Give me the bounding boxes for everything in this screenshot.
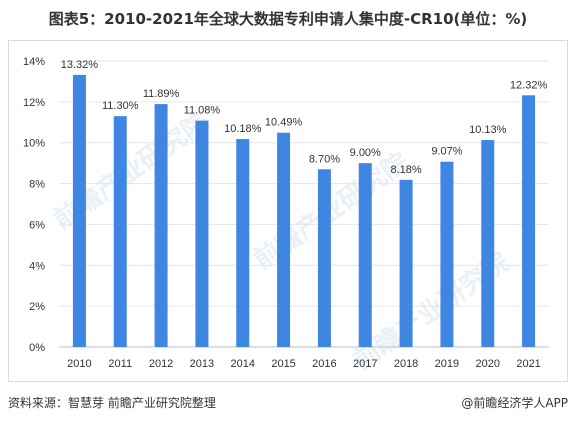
bar	[113, 116, 127, 348]
data-label: 9.00%	[350, 147, 381, 159]
bar	[522, 95, 536, 347]
brand-note: @前瞻经济学人APP	[461, 396, 568, 410]
x-tick-label: 2013	[190, 358, 214, 370]
data-label: 10.13%	[469, 124, 507, 136]
y-tick-label: 6%	[29, 219, 45, 231]
x-tick-label: 2017	[353, 358, 377, 370]
x-tick-label: 2016	[312, 358, 336, 370]
x-tick-label: 2011	[108, 358, 132, 370]
y-tick-label: 4%	[29, 260, 45, 272]
y-tick-label: 14%	[23, 56, 45, 68]
data-label: 12.32%	[510, 79, 548, 91]
data-label: 11.30%	[102, 100, 139, 112]
data-label: 10.18%	[224, 123, 262, 135]
bar	[72, 74, 86, 348]
bar-chart: 0% 2% 4% 6% 8% 10% 12% 14% 13.32% 2010 11.30% 2011 1…	[23, 56, 549, 370]
source-note: 资料来源：智慧芽 前瞻产业研究院整理	[8, 396, 216, 410]
data-label: 11.89%	[143, 88, 180, 100]
x-tick-label: 2019	[435, 358, 459, 370]
y-tick-label: 8%	[29, 179, 45, 191]
data-label: 8.18%	[390, 164, 421, 176]
x-tick-label: 2015	[271, 358, 295, 370]
y-tick-label: 12%	[23, 97, 45, 109]
bar	[481, 140, 495, 347]
bar	[277, 132, 291, 347]
x-tick-label: 2012	[149, 358, 173, 370]
bar	[358, 163, 372, 347]
y-tick-label: 10%	[23, 138, 45, 150]
data-label: 10.49%	[265, 117, 303, 129]
data-label: 9.07%	[431, 146, 462, 158]
y-tick-label: 2%	[29, 301, 45, 313]
bar	[154, 104, 168, 348]
bar	[195, 120, 209, 347]
bar	[317, 169, 331, 347]
x-tick-label: 2021	[516, 358, 540, 370]
bar	[399, 179, 413, 347]
y-tick-label: 0%	[29, 342, 45, 354]
bar	[236, 139, 250, 347]
chart-title: 图表5：2010-2021年全球大数据专利申请人集中度-CR10(单位：%)	[48, 10, 528, 28]
bar	[440, 161, 454, 347]
data-label: 11.08%	[184, 105, 221, 117]
data-label: 8.70%	[309, 153, 340, 165]
x-tick-label: 2010	[67, 358, 91, 370]
data-label: 13.32%	[61, 59, 99, 71]
x-tick-label: 2014	[231, 358, 255, 370]
x-tick-label: 2020	[476, 358, 500, 370]
chart-frame: 前瞻产业研究院 前瞻产业研究院 前瞻产业研究院 0% 2% 4% 6% 8% 10% 12%…	[8, 40, 568, 382]
x-tick-label: 2018	[394, 358, 418, 370]
